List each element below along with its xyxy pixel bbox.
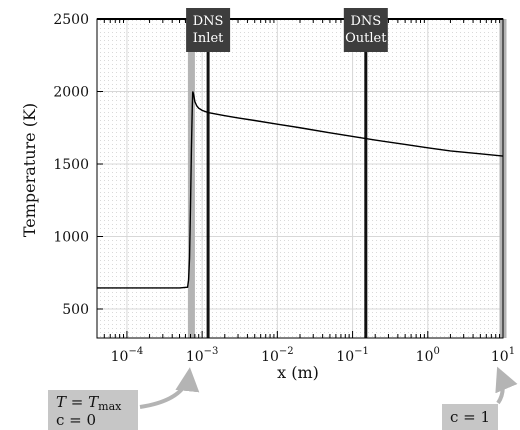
callout-box-right xyxy=(442,404,498,430)
callout-arrow-left xyxy=(139,367,200,409)
y-tick-label: 1500 xyxy=(53,157,89,173)
x-tick-label: 101 xyxy=(491,346,515,365)
x-tick-label: 10−1 xyxy=(336,346,369,365)
plot-background xyxy=(97,19,503,338)
temperature-series-line xyxy=(97,91,504,289)
series-layer xyxy=(97,91,504,289)
x-tick-label: 10−4 xyxy=(111,346,144,365)
y-axis-title: Temperature (K) xyxy=(20,103,39,237)
y-tick-label: 1000 xyxy=(53,230,89,246)
marker-label-text: DNS xyxy=(350,14,381,29)
y-tick-label: 500 xyxy=(62,302,89,318)
marker-label-text: DNS xyxy=(193,14,224,29)
marker-labels: DNS Inlet DNS Outlet xyxy=(186,8,388,52)
callout-right-text: c = 1 xyxy=(450,408,490,426)
marker-label-box xyxy=(343,8,388,52)
callout-left-line1: T = Tmax xyxy=(56,393,122,413)
y-tick-label: 2500 xyxy=(53,12,89,28)
callout-left-line2: c = 0 xyxy=(56,411,96,429)
callout-arrow-right xyxy=(495,366,518,405)
x-axis-title: x (m) xyxy=(277,363,319,382)
marker-label-box xyxy=(186,8,231,52)
marker-label-text: Outlet xyxy=(345,31,387,46)
y-tick-label: 2000 xyxy=(53,85,89,101)
x-tick-label: 10−3 xyxy=(186,346,219,365)
x-tick-label: 10−2 xyxy=(261,346,294,365)
tick-labels: 10−4 10−3 10−2 10−1 100 101 500 1000 1500 2000 250… xyxy=(53,12,515,365)
marker-label-text: Inlet xyxy=(193,31,224,46)
x-tick-label: 100 xyxy=(416,346,440,365)
callout-box-left xyxy=(48,390,138,430)
minor-grid-dots xyxy=(97,19,503,338)
